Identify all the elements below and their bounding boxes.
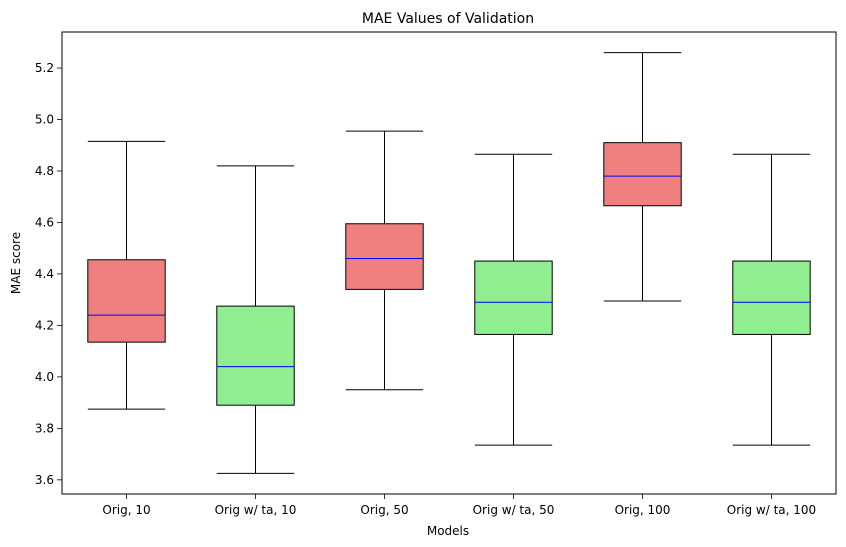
x-tick-label: Orig, 50 bbox=[360, 503, 408, 517]
box-iqr bbox=[603, 142, 682, 207]
y-tick-label: 3.8 bbox=[35, 421, 54, 435]
x-tick-label: Orig w/ ta, 50 bbox=[473, 503, 555, 517]
y-tick-label: 4.0 bbox=[35, 370, 54, 384]
y-axis-label: MAE score bbox=[9, 232, 23, 294]
box-iqr bbox=[474, 260, 553, 335]
x-tick-label: Orig w/ ta, 10 bbox=[215, 503, 297, 517]
x-tick-label: Orig, 100 bbox=[615, 503, 671, 517]
y-tick-label: 3.6 bbox=[35, 473, 54, 487]
x-tick-label: Orig, 10 bbox=[102, 503, 150, 517]
box-iqr bbox=[732, 260, 811, 335]
y-tick-label: 4.8 bbox=[35, 164, 54, 178]
axes-frame bbox=[61, 31, 837, 495]
y-tick-label: 5.0 bbox=[35, 113, 54, 127]
box-iqr bbox=[216, 305, 295, 406]
plot-area: 3.6 3.8 4.0 4.2 4.4 4.6 4.8 5.0 5.2 Orig, 10 Orig … bbox=[35, 31, 837, 517]
x-axis-label: Models bbox=[427, 524, 469, 538]
y-tick-label: 4.6 bbox=[35, 215, 54, 229]
y-tick-label: 4.2 bbox=[35, 318, 54, 332]
y-tick-label: 4.4 bbox=[35, 267, 54, 281]
x-tick-label: Orig w/ ta, 100 bbox=[727, 503, 816, 517]
chart-title: MAE Values of Validation bbox=[362, 11, 534, 27]
y-tick-label: 5.2 bbox=[35, 61, 54, 75]
box-iqr bbox=[87, 259, 166, 343]
box-iqr bbox=[345, 223, 424, 290]
